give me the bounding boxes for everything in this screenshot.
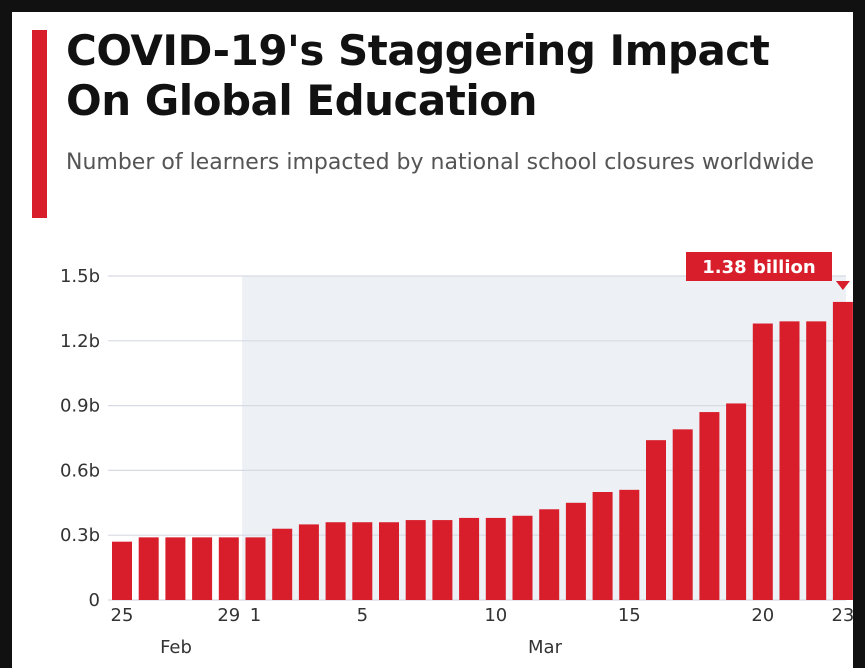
chart-subtitle: Number of learners impacted by national … xyxy=(66,150,814,175)
bar xyxy=(459,517,480,600)
bar xyxy=(165,537,186,600)
chart-title: COVID-19's Staggering Impact On Global E… xyxy=(66,26,770,125)
bar xyxy=(218,537,239,600)
bar xyxy=(379,522,399,600)
callout-box xyxy=(686,252,832,281)
y-tick-label: 0.3b xyxy=(60,525,100,546)
bar xyxy=(485,517,506,600)
y-tick-label: 0.6b xyxy=(60,460,100,481)
bar xyxy=(752,323,773,600)
annotation-callout: 1.38 billion xyxy=(686,252,850,290)
bar xyxy=(352,522,373,600)
x-tick-label: 20 xyxy=(751,605,774,626)
bar xyxy=(192,537,213,600)
bar xyxy=(832,301,853,600)
bar xyxy=(672,429,693,600)
x-tick-label: 29 xyxy=(217,605,240,626)
y-tick-label: 0.9b xyxy=(60,396,100,417)
bar xyxy=(806,321,827,600)
x-tick-label: 25 xyxy=(111,605,134,626)
bar xyxy=(539,509,560,600)
bars xyxy=(112,301,853,600)
callout-pointer xyxy=(835,281,850,290)
bar xyxy=(592,492,613,600)
bar xyxy=(138,537,159,600)
y-tick-label: 1.2b xyxy=(60,331,100,352)
bar xyxy=(779,321,800,600)
bar xyxy=(699,412,720,600)
bar xyxy=(325,522,346,600)
callout-label: 1.38 billion xyxy=(702,257,815,278)
bar xyxy=(405,520,426,600)
bar xyxy=(646,440,666,600)
y-tick-label: 0 xyxy=(89,590,100,611)
month-label: Mar xyxy=(528,637,563,658)
month-label: Feb xyxy=(160,637,192,658)
x-tick-label: 1 xyxy=(250,605,261,626)
x-tick-label: 23 xyxy=(831,605,854,626)
bar xyxy=(272,528,293,600)
bar xyxy=(726,403,747,600)
x-tick-label: 15 xyxy=(618,605,641,626)
bar xyxy=(298,524,319,600)
bar xyxy=(619,489,640,600)
x-tick-label: 5 xyxy=(357,605,368,626)
title-accent-bar xyxy=(32,30,47,218)
bar xyxy=(512,515,533,600)
bar xyxy=(432,520,453,600)
y-tick-label: 1.5b xyxy=(60,266,100,287)
x-tick-label: 10 xyxy=(484,605,507,626)
bar xyxy=(565,502,586,600)
bar xyxy=(245,537,266,600)
bar xyxy=(112,541,132,600)
